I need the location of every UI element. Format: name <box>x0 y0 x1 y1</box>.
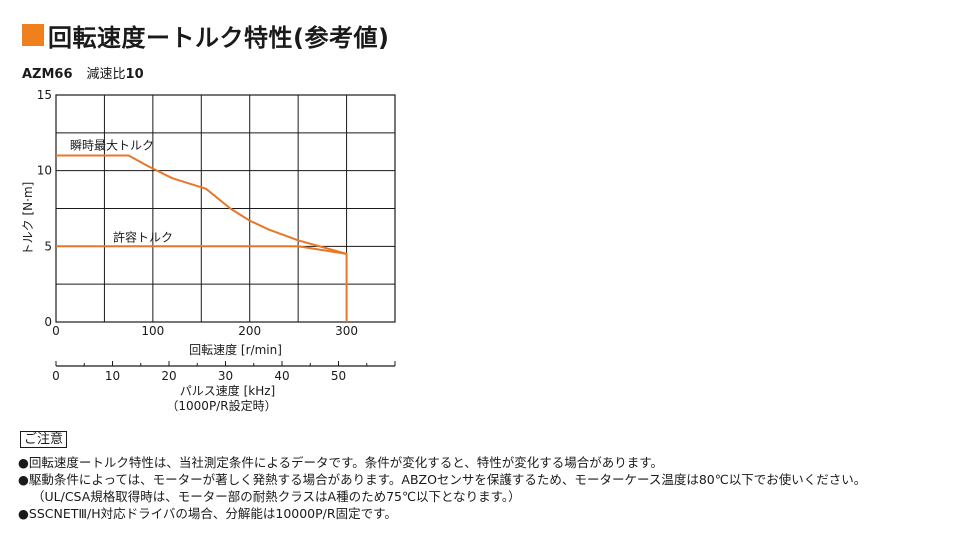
page-title: 回転速度ートルク特性(参考値) <box>48 23 390 52</box>
plot-frame <box>55 94 396 323</box>
y-tick-label: 10 <box>37 164 52 178</box>
note-2: ●駆動条件によっては、モーターが著しく発熱する場合があります。ABZOセンサを保… <box>18 472 867 487</box>
note-1: ●回転速度ートルク特性は、当社測定条件によるデータです。条件が変化すると、特性が… <box>18 455 664 470</box>
secondary-tick-label: 40 <box>274 369 289 383</box>
series-label-allowable-torque: 許容トルク <box>113 229 173 244</box>
note-2-continued: （UL/CSA規格取得時は、モーター部の耐熱クラスはA種のため75℃以下となりま… <box>32 489 521 504</box>
secondary-axis-label: パルス速度 [kHz] <box>180 383 275 398</box>
secondary-tick-label: 50 <box>331 369 346 383</box>
chart-series <box>56 154 348 322</box>
ratio-label: 減速比 <box>86 67 126 82</box>
secondary-tick-label: 20 <box>161 369 176 383</box>
chart-grid <box>55 94 396 323</box>
y-tick-label: 15 <box>37 88 52 102</box>
notes-heading: ご注意 <box>20 431 68 448</box>
x-tick-label: 0 <box>52 324 60 338</box>
x-tick-label: 300 <box>335 324 358 338</box>
y-tick-label: 0 <box>44 315 52 329</box>
series-line-1 <box>56 154 347 255</box>
x-axis-label: 回転速度 [r/min] <box>189 342 282 357</box>
y-tick-label: 5 <box>44 239 52 253</box>
ratio-value: 10 <box>125 67 144 82</box>
series-line-2 <box>56 245 348 322</box>
x-tick-label: 200 <box>238 324 261 338</box>
model-info: AZM66 減速比10 <box>22 63 144 82</box>
x-tick-label: 100 <box>141 324 164 338</box>
orange-square-icon <box>22 24 44 46</box>
y-axis-label: トルク [N·m] <box>21 182 35 256</box>
secondary-tick-label: 0 <box>52 369 60 383</box>
series-label-max-torque: 瞬時最大トルク <box>70 139 154 153</box>
chart-axes <box>55 361 396 367</box>
model-name: AZM66 <box>22 67 73 82</box>
secondary-tick-label: 30 <box>218 369 233 383</box>
title-bar: 回転速度ートルク特性(参考値) <box>22 20 390 52</box>
secondary-tick-label: 10 <box>105 369 120 383</box>
note-3: ●SSCNETⅢ/H対応ドライバの場合、分解能は10000P/R固定です。 <box>18 506 397 521</box>
secondary-axis-sublabel: （1000P/R設定時） <box>166 398 276 413</box>
